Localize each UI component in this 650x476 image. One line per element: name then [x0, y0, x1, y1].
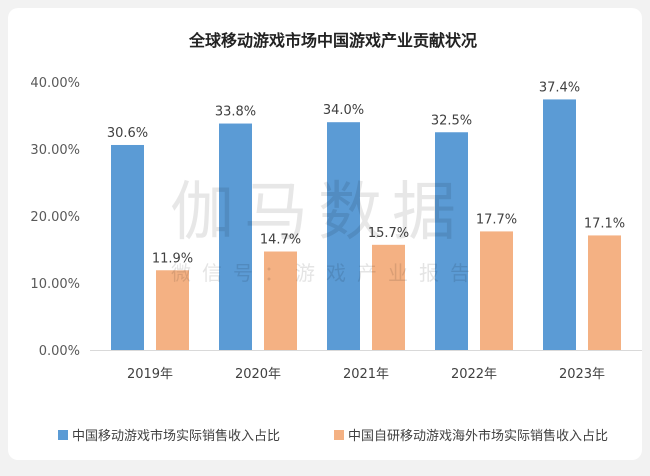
watermark-sub: 微信号：游戏产业报告 — [171, 261, 481, 285]
bar-series-1 — [327, 122, 360, 350]
x-tick-label: 2019年 — [127, 367, 173, 382]
data-label: 37.4% — [539, 80, 580, 95]
y-tick-label: 10.00% — [30, 277, 80, 292]
bar-series-1 — [435, 132, 468, 350]
x-tick-label: 2023年 — [559, 367, 605, 382]
bar-series-2 — [588, 235, 621, 350]
legend-label-1: 中国移动游戏市场实际销售收入占比 — [72, 428, 280, 444]
bar-series-2 — [480, 231, 513, 350]
bar-series-1 — [543, 99, 576, 350]
data-label: 11.9% — [152, 251, 193, 266]
bar-series-2 — [156, 270, 189, 350]
watermark: 伽马数据 微信号：游戏产业报告 — [170, 176, 481, 285]
data-label: 14.7% — [260, 233, 301, 248]
chart-title: 全球移动游戏市场中国游戏产业贡献状况 — [188, 31, 477, 50]
bar-series-2 — [372, 244, 405, 350]
bar-series-2 — [264, 251, 297, 350]
y-tick-label: 20.00% — [30, 210, 80, 225]
bar-series-1 — [111, 144, 144, 350]
bars: 30.6% 11.9% 33.8% 14.7% 34.0% 15.7% 32.5% 17.7%… — [107, 80, 625, 350]
chart-svg: 全球移动游戏市场中国游戏产业贡献状况 0.00% 10.00% 20.00% 30.0… — [30, 31, 642, 444]
data-label: 17.1% — [584, 216, 625, 231]
y-tick-label: 30.00% — [30, 143, 80, 158]
x-tick-label: 2021年 — [343, 367, 389, 382]
data-label: 32.5% — [431, 113, 472, 128]
y-axis: 0.00% 10.00% 20.00% 30.00% 40.00% — [30, 76, 80, 359]
x-tick-label: 2022年 — [451, 367, 497, 382]
bar-series-1 — [219, 123, 252, 350]
data-label: 15.7% — [368, 226, 409, 241]
data-label: 33.8% — [215, 105, 256, 120]
legend-swatch-1 — [58, 430, 68, 440]
data-label: 30.6% — [107, 126, 148, 141]
legend-label-2: 中国自研移动游戏海外市场实际销售收入占比 — [348, 428, 608, 444]
x-axis: 2019年 2020年 2021年 2022年 2023年 — [90, 350, 642, 382]
legend: 中国移动游戏市场实际销售收入占比 中国自研移动游戏海外市场实际销售收入占比 — [58, 428, 608, 444]
data-label: 34.0% — [323, 103, 364, 118]
watermark-main: 伽马数据 — [170, 176, 466, 250]
legend-swatch-2 — [334, 430, 344, 440]
x-tick-label: 2020年 — [235, 367, 281, 382]
data-label: 17.7% — [476, 212, 517, 227]
y-tick-label: 40.00% — [30, 76, 80, 91]
y-tick-label: 0.00% — [39, 344, 80, 359]
chart-card: 全球移动游戏市场中国游戏产业贡献状况 0.00% 10.00% 20.00% 30.0… — [8, 8, 642, 460]
